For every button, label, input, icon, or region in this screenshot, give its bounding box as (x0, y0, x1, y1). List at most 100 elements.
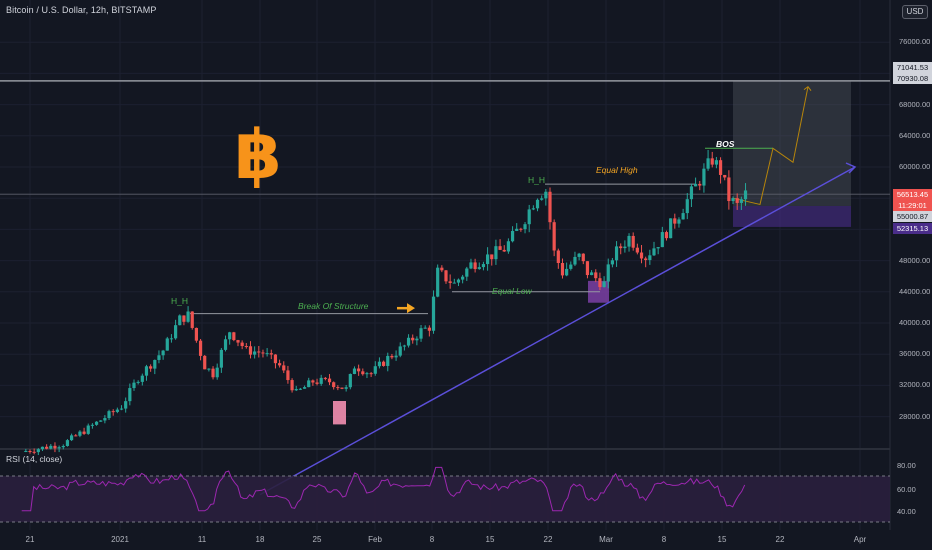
break-of-structure-label: Break Of Structure (298, 301, 369, 311)
candle-body (169, 338, 174, 340)
rsi-title[interactable]: RSI (14, close) (6, 454, 63, 464)
candle-body (465, 268, 469, 277)
candle-body (382, 361, 386, 366)
candle-body (494, 246, 498, 260)
time-tick: 22 (775, 535, 785, 544)
chart-title[interactable]: Bitcoin / U.S. Dollar, 12h, BITSTAMP (6, 5, 157, 15)
candle-body (124, 401, 128, 409)
candle-body (115, 409, 119, 412)
candle-body (228, 332, 232, 340)
candle-body (569, 264, 573, 269)
candle-body (560, 263, 565, 276)
candle-body (61, 445, 65, 448)
candle-body (681, 213, 685, 220)
candle-body (535, 199, 540, 209)
time-tick: Feb (368, 535, 382, 544)
candle-body (743, 190, 748, 200)
candle-body (402, 345, 406, 347)
candle-body (369, 373, 373, 375)
rsi-panel (0, 466, 890, 523)
rsi-level-40: 40.00 (897, 507, 916, 516)
price-tick: 76000.00 (899, 37, 931, 47)
candle-body (269, 353, 273, 355)
candle-body (132, 382, 136, 389)
candle-body (481, 264, 486, 268)
candle-body (253, 351, 257, 355)
candle-body (631, 235, 635, 248)
candle-body (203, 355, 207, 370)
candle-body (49, 445, 53, 449)
candle-body (90, 424, 94, 426)
time-tick: 11 (197, 535, 207, 544)
candle-body (323, 377, 327, 379)
candle-body (232, 332, 236, 341)
candle-body (319, 377, 323, 384)
time-tick: 18 (255, 535, 265, 544)
candle-body (149, 366, 153, 369)
orange-arrow-head (407, 303, 415, 314)
time-tick: 25 (312, 535, 322, 544)
candle-body (635, 247, 639, 253)
candle-body (244, 346, 248, 348)
candle-body (327, 378, 332, 383)
candle-body (136, 381, 140, 383)
candle-body (427, 327, 431, 331)
candle-body (348, 373, 352, 388)
price-tag: 70930.08 (893, 73, 932, 84)
projection-path (732, 86, 809, 206)
candles (24, 149, 748, 456)
price-tick: 48000.00 (899, 255, 931, 265)
candle-body (510, 230, 515, 242)
candle-body (502, 249, 506, 252)
candle-body (128, 388, 132, 402)
candle-body (157, 355, 161, 360)
candle-body (219, 349, 223, 368)
candle-body (174, 325, 178, 339)
candle-body (361, 371, 365, 375)
candle-body (669, 218, 673, 239)
projection-arrowhead (803, 85, 812, 91)
candle-body (161, 350, 165, 356)
candle-body (440, 267, 444, 271)
candle-body (103, 418, 107, 421)
candle-body (540, 198, 544, 200)
candle-body (544, 191, 548, 199)
candle-body (357, 368, 361, 372)
candle-body (223, 339, 228, 350)
price-tick: 60000.00 (899, 162, 931, 171)
price-tag: 55000.87 (893, 211, 932, 222)
candle-body (436, 267, 440, 297)
candle-body (178, 315, 182, 326)
candle-body (340, 387, 344, 389)
candle-body (519, 228, 523, 230)
time-tick: 15 (485, 535, 495, 544)
candle-body (53, 445, 57, 449)
candle-body (65, 440, 70, 446)
candle-body (702, 168, 706, 186)
candle-body (28, 450, 32, 452)
candle-body (302, 387, 307, 389)
candle-body (469, 262, 473, 269)
price-tag: 56513.45 (893, 189, 932, 200)
candle-body (644, 258, 648, 261)
candle-body (40, 446, 45, 450)
candle-body (144, 366, 149, 376)
rsi-band (0, 476, 890, 522)
time-tick: Mar (599, 535, 613, 544)
candle-body (377, 361, 382, 367)
price-tick: 64000.00 (899, 130, 931, 140)
candle-body (639, 252, 644, 259)
candle-body (394, 355, 398, 358)
candle-body (714, 160, 718, 165)
hh-left-label: H_H (171, 296, 189, 306)
price-tag: 71041.53 (893, 62, 932, 73)
hh-right-label: H_H (528, 175, 546, 185)
rsi-line (21, 466, 746, 512)
currency-badge[interactable]: USD (902, 5, 928, 19)
candle-body (215, 367, 219, 378)
bos-label: BOS (716, 139, 735, 149)
candle-body (207, 368, 211, 370)
candle-body (573, 256, 577, 265)
candle-body (598, 278, 602, 288)
